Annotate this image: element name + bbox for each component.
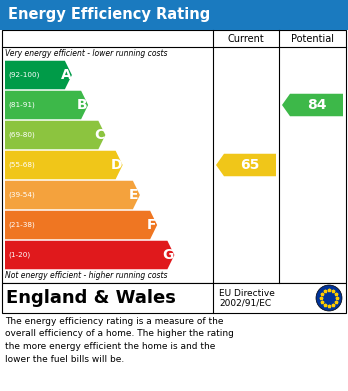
Text: The energy efficiency rating is a measure of the
overall efficiency of a home. T: The energy efficiency rating is a measur… bbox=[5, 317, 234, 364]
Text: Very energy efficient - lower running costs: Very energy efficient - lower running co… bbox=[5, 49, 167, 58]
Text: E: E bbox=[129, 188, 139, 202]
Text: Not energy efficient - higher running costs: Not energy efficient - higher running co… bbox=[5, 271, 167, 280]
Polygon shape bbox=[5, 151, 122, 179]
Text: (55-68): (55-68) bbox=[8, 162, 35, 168]
Polygon shape bbox=[5, 181, 140, 209]
Text: Current: Current bbox=[228, 34, 264, 43]
Text: D: D bbox=[111, 158, 122, 172]
Bar bbox=[2, 30, 346, 283]
Text: (39-54): (39-54) bbox=[8, 192, 35, 198]
Text: (21-38): (21-38) bbox=[8, 222, 35, 228]
Text: (81-91): (81-91) bbox=[8, 102, 35, 108]
Polygon shape bbox=[216, 154, 276, 176]
Text: EU Directive: EU Directive bbox=[219, 289, 275, 298]
Text: Energy Efficiency Rating: Energy Efficiency Rating bbox=[8, 7, 210, 23]
Polygon shape bbox=[5, 121, 105, 149]
Text: B: B bbox=[77, 98, 87, 112]
Text: G: G bbox=[163, 248, 174, 262]
Circle shape bbox=[316, 285, 342, 311]
Polygon shape bbox=[5, 241, 174, 269]
Text: (69-80): (69-80) bbox=[8, 132, 35, 138]
Polygon shape bbox=[282, 94, 343, 116]
Text: F: F bbox=[147, 218, 156, 232]
Polygon shape bbox=[5, 61, 72, 89]
Bar bbox=[0, 0, 348, 30]
Text: Potential: Potential bbox=[291, 34, 334, 43]
Polygon shape bbox=[5, 211, 157, 239]
Text: (1-20): (1-20) bbox=[8, 252, 30, 258]
Text: C: C bbox=[94, 128, 104, 142]
Text: 65: 65 bbox=[240, 158, 260, 172]
Text: 2002/91/EC: 2002/91/EC bbox=[219, 298, 271, 307]
Text: England & Wales: England & Wales bbox=[6, 289, 176, 307]
Text: (92-100): (92-100) bbox=[8, 72, 39, 78]
Polygon shape bbox=[5, 91, 88, 119]
Text: A: A bbox=[61, 68, 71, 82]
Text: 84: 84 bbox=[307, 98, 326, 112]
Bar bbox=[2, 283, 346, 313]
